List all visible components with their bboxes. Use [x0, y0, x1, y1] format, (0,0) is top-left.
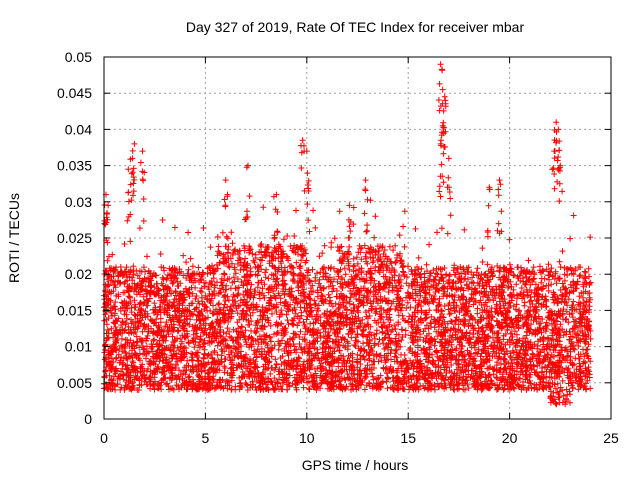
y-tick-label: 0.005	[57, 375, 92, 391]
y-tick-label: 0.02	[65, 266, 92, 282]
y-tick-label: 0.04	[65, 121, 92, 137]
y-tick-label: 0.05	[65, 49, 92, 65]
y-tick-label: 0	[84, 411, 92, 427]
y-tick-label: 0.03	[65, 194, 92, 210]
data-points	[101, 61, 594, 408]
x-tick-label: 20	[502, 430, 518, 446]
y-tick-label: 0.01	[65, 339, 92, 355]
y-tick-label: 0.045	[57, 85, 92, 101]
chart-title: Day 327 of 2019, Rate Of TEC Index for r…	[186, 19, 525, 35]
x-tick-label: 10	[299, 430, 315, 446]
x-tick-label: 25	[603, 430, 619, 446]
x-tick-labels: 0 5 10 15 20 25	[100, 430, 619, 446]
x-axis-label: GPS time / hours	[302, 457, 409, 473]
y-axis-label: ROTI / TECUs	[6, 193, 22, 283]
y-tick-label: 0.035	[57, 158, 92, 174]
y-tick-labels: 0 0.005 0.01 0.015 0.02 0.025 0.03 0.035 0.04 0.0…	[57, 49, 92, 427]
x-tick-label: 0	[100, 430, 108, 446]
roti-points	[101, 61, 594, 408]
x-tick-label: 15	[400, 430, 416, 446]
axis-ticks	[103, 56, 612, 420]
x-tick-label: 5	[202, 430, 210, 446]
y-tick-label: 0.025	[57, 230, 92, 246]
y-tick-label: 0.015	[57, 302, 92, 318]
